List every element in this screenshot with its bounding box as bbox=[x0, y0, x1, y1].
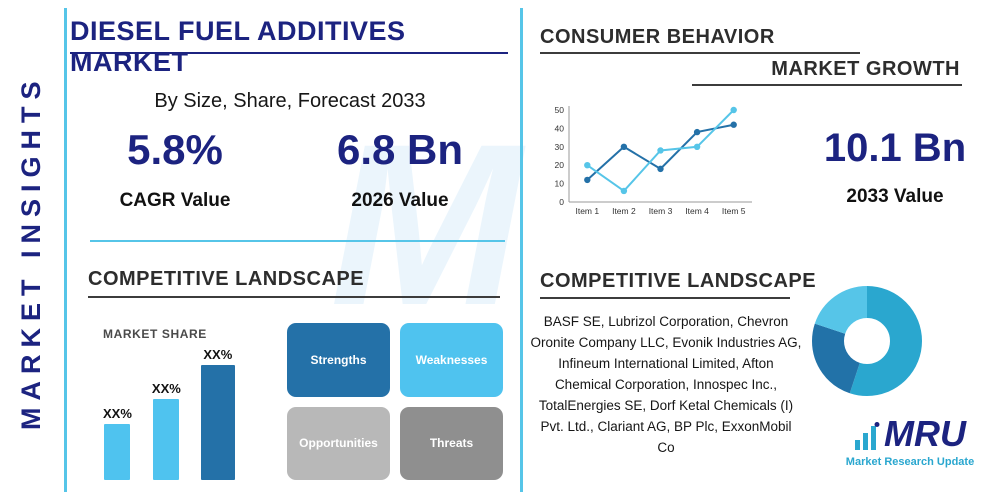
swot-cell-weaknesses: Weaknesses bbox=[400, 323, 503, 397]
section-underline bbox=[540, 52, 860, 54]
swot-cell-opportunities: Opportunities bbox=[287, 406, 390, 480]
bar bbox=[153, 399, 180, 480]
bar-value-label: XX% bbox=[151, 381, 181, 396]
section-heading-market-growth: MARKET GROWTH bbox=[771, 58, 960, 80]
bar-column: XX% bbox=[103, 406, 132, 480]
svg-text:40: 40 bbox=[555, 123, 565, 133]
mru-logo: MRU Market Research Update bbox=[832, 413, 988, 469]
svg-text:30: 30 bbox=[555, 142, 565, 152]
svg-text:0: 0 bbox=[559, 197, 564, 207]
donut-segment bbox=[812, 286, 922, 396]
section-underline bbox=[88, 296, 500, 298]
bar-column: XX% bbox=[152, 381, 181, 480]
svg-text:Item 1: Item 1 bbox=[575, 206, 599, 216]
section-underline bbox=[540, 297, 790, 299]
section-heading-consumer-behavior: CONSUMER BEHAVIOR bbox=[540, 26, 775, 48]
section-underline bbox=[692, 84, 962, 86]
bar bbox=[104, 424, 131, 480]
bar-value-label: XX% bbox=[103, 406, 132, 421]
title-underline bbox=[70, 52, 508, 54]
mru-logo-name: MRU bbox=[884, 413, 966, 454]
vertical-accent-line bbox=[64, 8, 67, 492]
svg-text:Item 3: Item 3 bbox=[649, 206, 673, 216]
value-2026-label: 2026 Value bbox=[351, 190, 449, 211]
value-2026: 6.8 Bn bbox=[336, 126, 464, 173]
company-list: BASF SE, Lubrizol Corporation, Chevron O… bbox=[530, 314, 802, 455]
svg-text:Item 4: Item 4 bbox=[685, 206, 709, 216]
bar bbox=[200, 365, 235, 480]
section-heading-competitive-landscape-right: COMPETITIVE LANDSCAPE bbox=[540, 270, 817, 292]
donut-chart bbox=[812, 286, 922, 396]
mru-logo-tagline: Market Research Update bbox=[845, 456, 975, 468]
vertical-banner-market-insights: MARKET INSIGHTS bbox=[16, 74, 46, 430]
section-heading-competitive-landscape-left: COMPETITIVE LANDSCAPE bbox=[88, 268, 365, 290]
horizontal-divider bbox=[90, 240, 505, 242]
swot-cell-threats: Threats bbox=[400, 406, 503, 480]
swot-grid: Strengths Weaknesses Opportunities Threats bbox=[287, 323, 503, 480]
growth-line-chart: 0 10 20 30 40 50 Item 1 Item 2 Item 3 Item 4 Item … bbox=[555, 105, 752, 216]
market-share-chart-title: MARKET SHARE bbox=[103, 327, 207, 341]
bar-value-label: XX% bbox=[203, 347, 233, 362]
svg-text:Item 2: Item 2 bbox=[612, 206, 636, 216]
watermark-text: M bbox=[330, 96, 522, 353]
cagr-label: CAGR Value bbox=[119, 190, 231, 211]
page-title: DIESEL FUEL ADDITIVES MARKET bbox=[70, 16, 406, 77]
donut-segment bbox=[812, 286, 922, 396]
value-2033: 10.1 Bn bbox=[823, 126, 967, 170]
svg-text:50: 50 bbox=[555, 105, 565, 115]
svg-text:10: 10 bbox=[555, 179, 565, 189]
vertical-divider bbox=[520, 8, 523, 492]
cagr-value: 5.8% bbox=[127, 126, 223, 173]
svg-text:20: 20 bbox=[555, 160, 565, 170]
mru-logo-icon bbox=[855, 422, 880, 450]
page-subtitle: By Size, Share, Forecast 2033 bbox=[154, 90, 426, 112]
value-2033-label: 2033 Value bbox=[846, 186, 944, 207]
market-share-bar-chart: XX% XX% XX% bbox=[103, 347, 263, 480]
swot-cell-strengths: Strengths bbox=[287, 323, 390, 397]
bar-column: XX% bbox=[200, 347, 235, 480]
svg-text:Item 5: Item 5 bbox=[722, 206, 746, 216]
